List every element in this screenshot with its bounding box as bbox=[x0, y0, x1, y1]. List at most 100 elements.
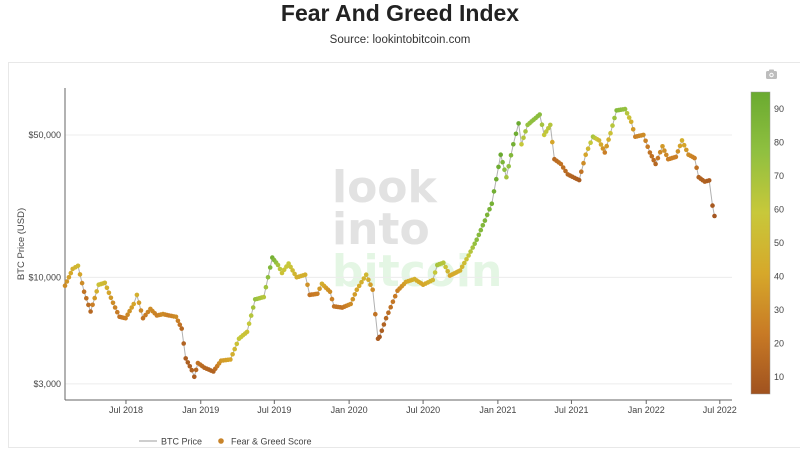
data-point[interactable] bbox=[370, 287, 376, 293]
data-point[interactable] bbox=[145, 309, 151, 315]
data-point[interactable] bbox=[246, 321, 252, 327]
data-point[interactable] bbox=[608, 130, 613, 136]
data-point[interactable] bbox=[292, 271, 297, 277]
data-point[interactable] bbox=[626, 115, 632, 120]
data-point[interactable] bbox=[459, 264, 465, 270]
data-point[interactable] bbox=[504, 174, 509, 180]
data-point[interactable] bbox=[489, 201, 495, 206]
data-point[interactable] bbox=[383, 315, 389, 321]
data-point[interactable] bbox=[94, 289, 99, 294]
data-point[interactable] bbox=[604, 143, 609, 149]
data-point[interactable] bbox=[81, 289, 87, 295]
data-point[interactable] bbox=[600, 146, 606, 151]
data-point[interactable] bbox=[261, 294, 267, 300]
data-point[interactable] bbox=[546, 126, 551, 131]
data-point[interactable] bbox=[706, 178, 712, 183]
data-point[interactable] bbox=[596, 138, 602, 143]
data-point[interactable] bbox=[496, 164, 501, 170]
data-point[interactable] bbox=[521, 135, 526, 141]
data-point[interactable] bbox=[462, 260, 467, 266]
data-point[interactable] bbox=[684, 147, 689, 153]
data-point[interactable] bbox=[476, 232, 482, 238]
data-point[interactable] bbox=[487, 207, 492, 212]
data-point[interactable] bbox=[86, 302, 91, 308]
data-point[interactable] bbox=[478, 227, 484, 233]
data-point[interactable] bbox=[193, 367, 199, 373]
data-point[interactable] bbox=[498, 152, 504, 157]
data-point[interactable] bbox=[612, 115, 617, 121]
data-point[interactable] bbox=[361, 276, 367, 281]
data-point[interactable] bbox=[350, 296, 356, 302]
data-point[interactable] bbox=[125, 312, 130, 318]
data-point[interactable] bbox=[519, 142, 524, 147]
data-point[interactable] bbox=[228, 357, 233, 362]
data-point[interactable] bbox=[250, 305, 256, 310]
data-point[interactable] bbox=[511, 142, 516, 147]
data-point[interactable] bbox=[443, 264, 448, 270]
data-point[interactable] bbox=[79, 280, 85, 286]
data-point[interactable] bbox=[482, 218, 488, 223]
data-point[interactable] bbox=[110, 300, 116, 306]
data-point[interactable] bbox=[275, 262, 281, 268]
data-point[interactable] bbox=[179, 326, 184, 331]
data-point[interactable] bbox=[649, 154, 655, 159]
data-point[interactable] bbox=[185, 360, 191, 365]
data-point[interactable] bbox=[655, 155, 661, 161]
data-point[interactable] bbox=[66, 275, 72, 280]
data-point[interactable] bbox=[516, 121, 521, 126]
data-point[interactable] bbox=[541, 132, 547, 138]
data-point[interactable] bbox=[359, 279, 364, 285]
data-point[interactable] bbox=[677, 143, 683, 149]
data-point[interactable] bbox=[232, 346, 237, 352]
data-point[interactable] bbox=[548, 122, 553, 128]
data-point[interactable] bbox=[136, 300, 142, 306]
data-point[interactable] bbox=[290, 268, 295, 273]
data-point[interactable] bbox=[508, 153, 514, 158]
data-point[interactable] bbox=[630, 127, 636, 132]
data-point[interactable] bbox=[712, 213, 717, 219]
data-point[interactable] bbox=[579, 169, 584, 174]
legend-item-btc-price[interactable]: BTC Price bbox=[139, 437, 202, 447]
data-point[interactable] bbox=[445, 269, 451, 274]
data-point[interactable] bbox=[560, 165, 566, 170]
data-point[interactable] bbox=[366, 277, 371, 283]
data-point[interactable] bbox=[651, 157, 656, 163]
data-point[interactable] bbox=[115, 309, 120, 315]
data-point[interactable] bbox=[470, 245, 476, 250]
data-point[interactable] bbox=[263, 284, 269, 290]
data-point[interactable] bbox=[181, 341, 186, 346]
data-point[interactable] bbox=[662, 148, 667, 153]
data-point[interactable] bbox=[506, 164, 512, 169]
data-point[interactable] bbox=[134, 292, 140, 298]
data-point[interactable] bbox=[317, 286, 322, 292]
data-point[interactable] bbox=[88, 309, 93, 314]
data-point[interactable] bbox=[177, 322, 183, 328]
data-point[interactable] bbox=[466, 253, 471, 258]
data-point[interactable] bbox=[348, 301, 354, 307]
data-point[interactable] bbox=[710, 203, 715, 208]
data-point[interactable] bbox=[377, 334, 382, 340]
data-point[interactable] bbox=[140, 315, 146, 321]
data-point[interactable] bbox=[288, 264, 293, 270]
data-point[interactable] bbox=[675, 149, 681, 154]
data-point[interactable] bbox=[653, 161, 658, 167]
data-point[interactable] bbox=[537, 112, 542, 117]
data-point[interactable] bbox=[68, 270, 74, 276]
data-point[interactable] bbox=[329, 296, 335, 302]
data-point[interactable] bbox=[513, 131, 519, 137]
camera-icon[interactable] bbox=[766, 69, 777, 80]
data-point[interactable] bbox=[610, 123, 615, 128]
data-point[interactable] bbox=[606, 137, 611, 142]
data-point[interactable] bbox=[628, 119, 634, 125]
data-point[interactable] bbox=[277, 266, 283, 272]
data-point[interactable] bbox=[432, 270, 438, 275]
data-point[interactable] bbox=[230, 352, 235, 357]
data-point[interactable] bbox=[368, 282, 373, 288]
data-point[interactable] bbox=[267, 265, 273, 270]
data-point[interactable] bbox=[550, 139, 555, 145]
data-point[interactable] bbox=[664, 152, 669, 158]
data-point[interactable] bbox=[106, 290, 112, 296]
data-point[interactable] bbox=[647, 150, 653, 155]
data-point[interactable] bbox=[123, 315, 128, 321]
data-point[interactable] bbox=[457, 268, 463, 273]
